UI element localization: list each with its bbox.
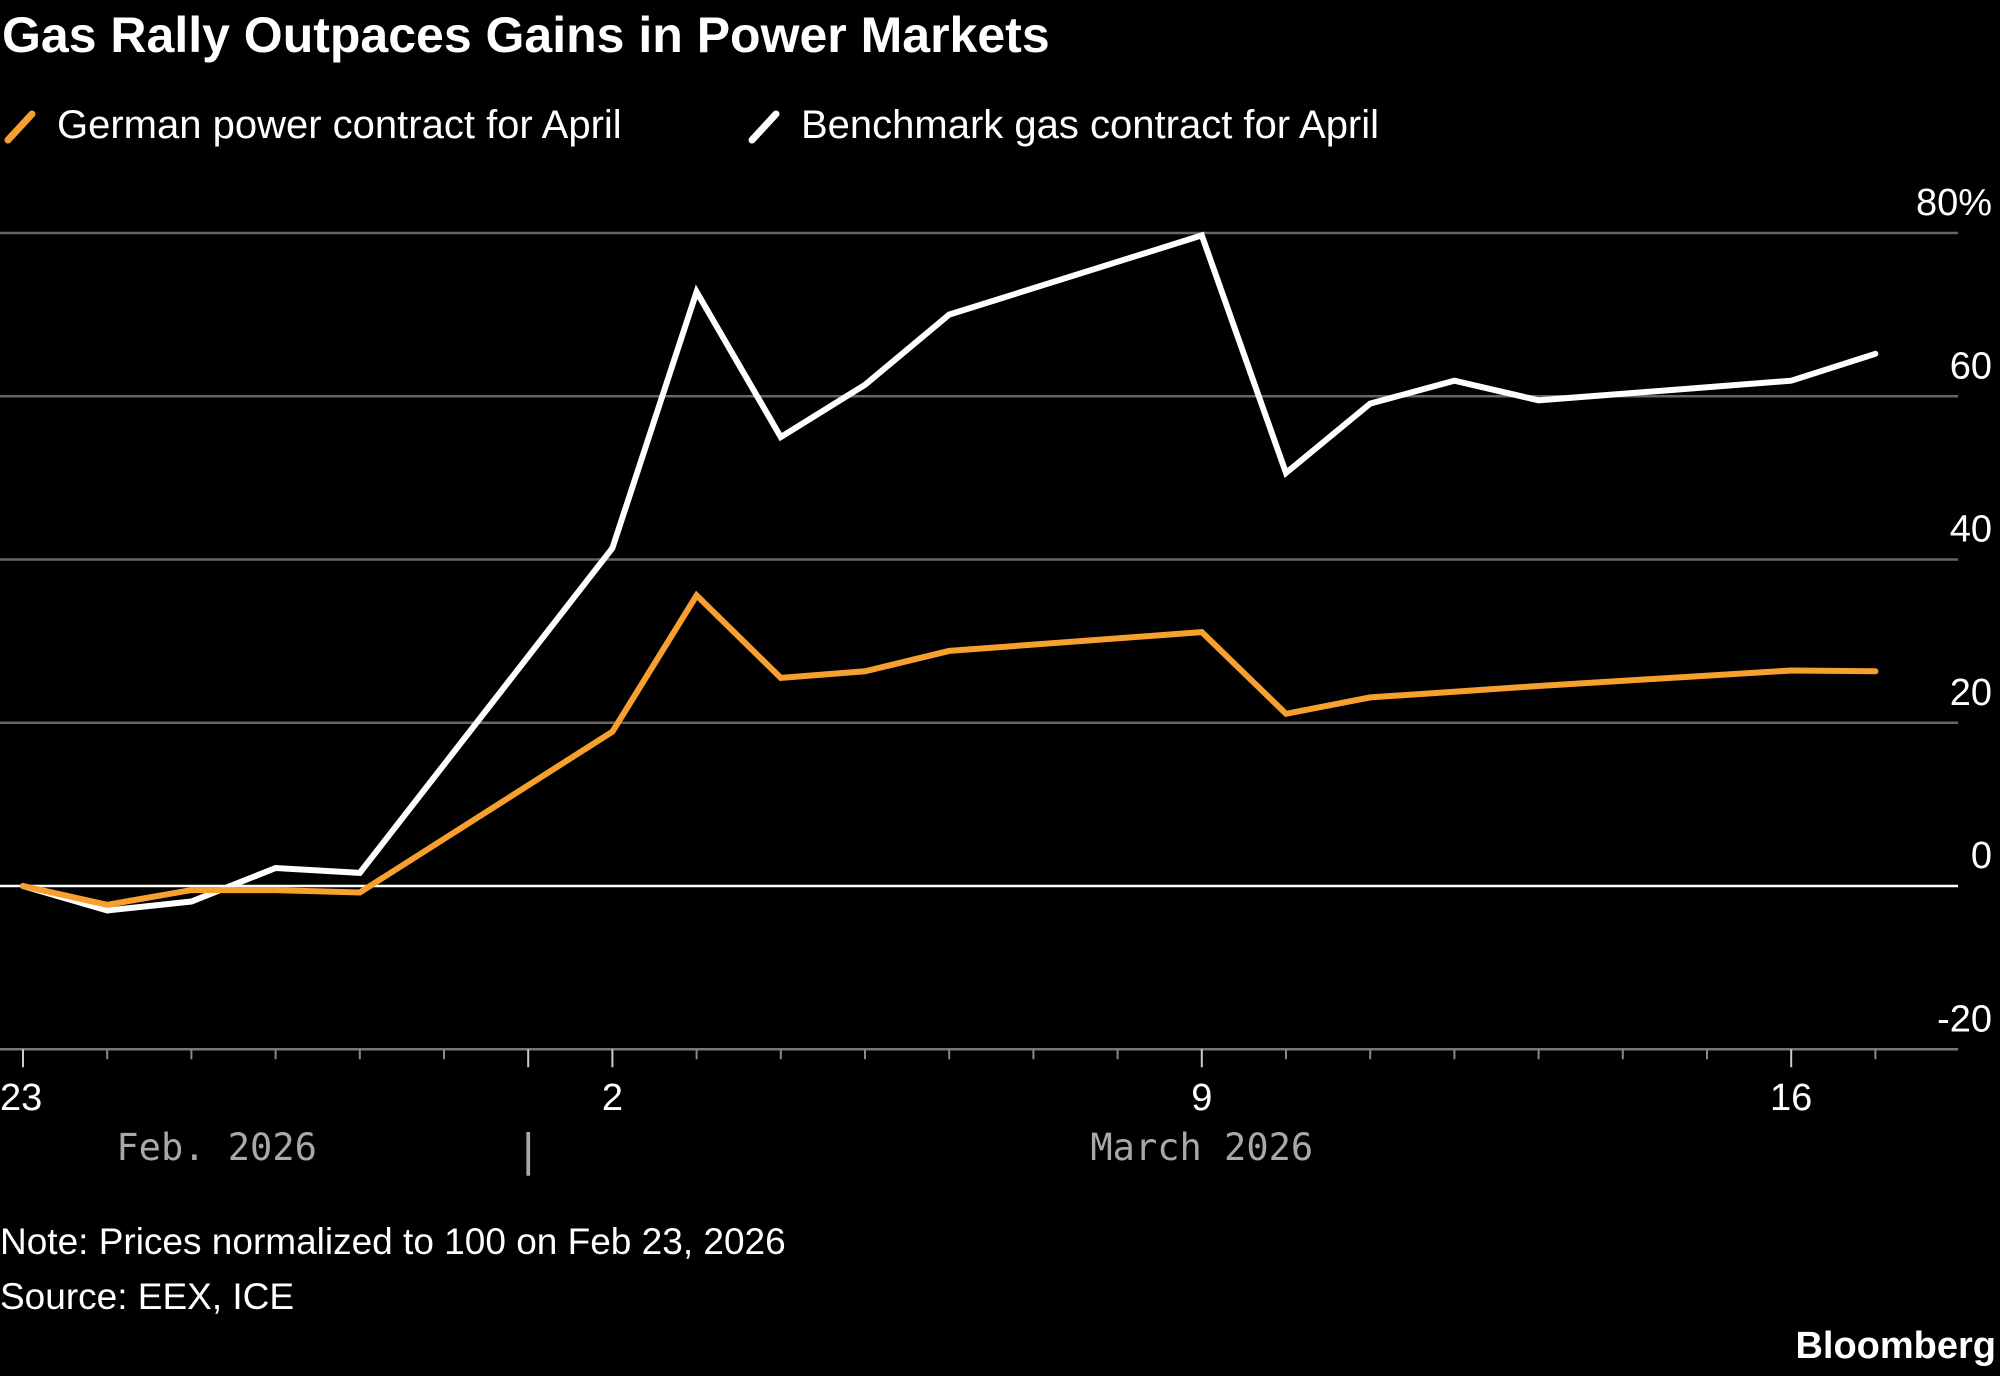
bloomberg-logo: Bloomberg xyxy=(1795,1325,1996,1367)
x-axis: 23 2 9 16 xyxy=(0,1049,1877,1119)
legend-swatch-gas xyxy=(748,110,780,144)
x-tick-label: 9 xyxy=(1191,1077,1212,1119)
y-tick-label: 80% xyxy=(1916,182,1992,224)
gridlines xyxy=(0,231,1958,1051)
series-line-benchmark-gas xyxy=(20,231,1879,914)
legend-label-power: German power contract for April xyxy=(57,103,622,147)
footer-source: Source: EEX, ICE xyxy=(0,1276,294,1317)
y-tick-label: 40 xyxy=(1950,509,1992,551)
legend-swatch-power xyxy=(4,110,36,144)
footer-note: Note: Prices normalized to 100 on Feb 23… xyxy=(0,1221,786,1262)
legend-label-gas: Benchmark gas contract for April xyxy=(801,103,1379,147)
legend: German power contract for April Benchmar… xyxy=(4,103,1379,147)
series-line-german-power xyxy=(20,590,1879,908)
month-label-march: March 2026 xyxy=(1090,1126,1313,1169)
y-tick-label: -20 xyxy=(1937,998,1992,1040)
month-label-feb: Feb. 2026 xyxy=(116,1126,316,1169)
x-tick-label: 23 xyxy=(0,1077,42,1119)
y-tick-label: 20 xyxy=(1950,672,1992,714)
y-axis-labels: 80% 60 40 20 0 -20 xyxy=(1916,182,1992,1040)
x-tick-label: 2 xyxy=(602,1077,623,1119)
month-separator: | xyxy=(515,1125,542,1176)
series-lines xyxy=(20,231,1879,914)
y-tick-label: 60 xyxy=(1950,345,1992,387)
chart-title: Gas Rally Outpaces Gains in Power Market… xyxy=(2,7,1050,63)
y-tick-label: 0 xyxy=(1971,835,1992,877)
x-tick-label: 16 xyxy=(1770,1077,1812,1119)
